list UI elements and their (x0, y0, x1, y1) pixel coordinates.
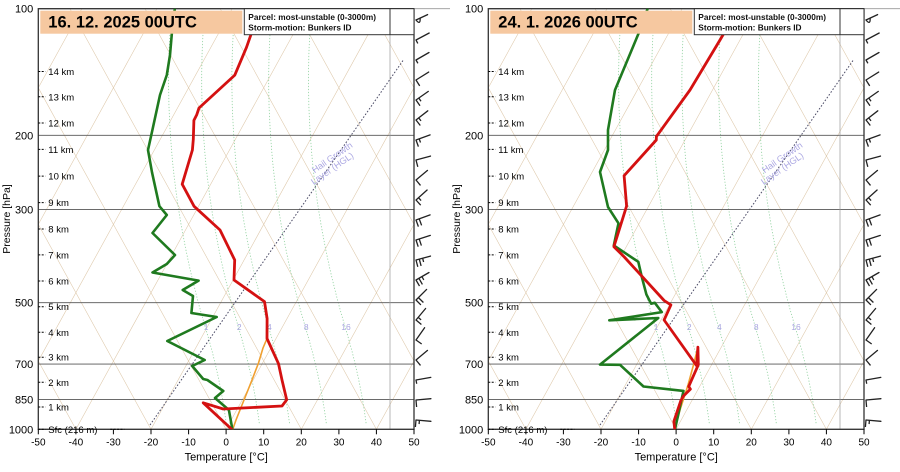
svg-text:1: 1 (654, 322, 659, 332)
svg-text:2 km: 2 km (48, 378, 69, 389)
svg-text:7 km: 7 km (498, 250, 519, 261)
svg-text:-40: -40 (69, 437, 84, 448)
svg-text:Parcel: most-unstable (0-3000m: Parcel: most-unstable (0-3000m) (248, 12, 376, 22)
svg-text:1000: 1000 (9, 424, 33, 436)
svg-text:12 km: 12 km (498, 119, 524, 130)
svg-text:Storm-motion: Bunkers ID: Storm-motion: Bunkers ID (698, 23, 801, 33)
svg-text:-40: -40 (519, 437, 534, 448)
svg-text:1000: 1000 (459, 424, 483, 436)
svg-text:200: 200 (15, 130, 33, 142)
svg-text:Storm-motion: Bunkers ID: Storm-motion: Bunkers ID (248, 23, 351, 33)
svg-text:30: 30 (783, 437, 795, 448)
svg-text:Sfc (216 m): Sfc (216 m) (48, 425, 97, 436)
svg-text:0: 0 (673, 437, 679, 448)
svg-text:1 km: 1 km (48, 403, 69, 414)
svg-text:4 km: 4 km (48, 328, 69, 339)
svg-text:3 km: 3 km (498, 353, 519, 364)
svg-text:Pressure [hPa]: Pressure [hPa] (451, 184, 463, 254)
svg-text:700: 700 (15, 359, 33, 371)
svg-text:12 km: 12 km (48, 119, 74, 130)
svg-text:Temperature [°C]: Temperature [°C] (635, 451, 718, 463)
svg-text:0: 0 (223, 437, 229, 448)
svg-text:11 km: 11 km (498, 145, 523, 156)
svg-text:700: 700 (465, 359, 483, 371)
svg-text:-30: -30 (556, 437, 571, 448)
svg-text:100: 100 (465, 4, 483, 16)
svg-text:4: 4 (717, 322, 722, 332)
svg-text:16: 16 (341, 322, 351, 332)
svg-text:850: 850 (465, 395, 483, 407)
svg-text:9 km: 9 km (48, 198, 69, 209)
svg-text:20: 20 (296, 437, 308, 448)
svg-text:-20: -20 (594, 437, 609, 448)
svg-text:-50: -50 (31, 437, 46, 448)
svg-text:40: 40 (371, 437, 383, 448)
svg-text:-50: -50 (481, 437, 496, 448)
svg-text:4 km: 4 km (498, 328, 519, 339)
svg-text:2: 2 (237, 322, 242, 332)
svg-text:Temperature [°C]: Temperature [°C] (185, 451, 268, 463)
svg-text:30: 30 (333, 437, 345, 448)
svg-text:10: 10 (258, 437, 270, 448)
svg-text:11 km: 11 km (48, 145, 73, 156)
svg-text:3 km: 3 km (48, 353, 69, 364)
svg-text:50: 50 (408, 437, 420, 448)
svg-text:13 km: 13 km (48, 92, 74, 103)
svg-text:8 km: 8 km (48, 225, 69, 236)
svg-text:20: 20 (746, 437, 758, 448)
svg-text:1 km: 1 km (498, 403, 519, 414)
svg-text:2 km: 2 km (498, 378, 519, 389)
svg-text:10 km: 10 km (48, 172, 74, 183)
svg-text:-10: -10 (631, 437, 646, 448)
svg-text:40: 40 (821, 437, 833, 448)
svg-text:14 km: 14 km (48, 67, 74, 78)
svg-text:200: 200 (465, 130, 483, 142)
svg-text:300: 300 (15, 204, 33, 216)
svg-text:-10: -10 (181, 437, 196, 448)
svg-text:8: 8 (304, 322, 309, 332)
svg-text:850: 850 (15, 395, 33, 407)
svg-text:8: 8 (754, 322, 759, 332)
svg-text:Sfc (216 m): Sfc (216 m) (498, 425, 547, 436)
svg-text:16: 16 (791, 322, 801, 332)
svg-text:24. 1. 2026 00UTC: 24. 1. 2026 00UTC (498, 14, 638, 32)
svg-text:-30: -30 (106, 437, 121, 448)
svg-text:14 km: 14 km (498, 67, 524, 78)
svg-text:500: 500 (465, 298, 483, 310)
svg-text:50: 50 (858, 437, 870, 448)
svg-text:5 km: 5 km (48, 302, 69, 313)
svg-text:Pressure [hPa]: Pressure [hPa] (1, 184, 13, 254)
svg-text:10 km: 10 km (498, 172, 524, 183)
svg-text:6 km: 6 km (48, 277, 69, 288)
svg-text:9 km: 9 km (498, 198, 519, 209)
svg-text:500: 500 (15, 298, 33, 310)
svg-text:5 km: 5 km (498, 302, 519, 313)
svg-text:6 km: 6 km (498, 277, 519, 288)
svg-text:10: 10 (708, 437, 720, 448)
svg-text:8 km: 8 km (498, 225, 519, 236)
svg-text:100: 100 (15, 4, 33, 16)
svg-text:300: 300 (465, 204, 483, 216)
svg-text:16. 12. 2025 00UTC: 16. 12. 2025 00UTC (48, 14, 197, 32)
svg-text:13 km: 13 km (498, 92, 524, 103)
svg-text:-20: -20 (144, 437, 159, 448)
svg-text:Parcel: most-unstable (0-3000m: Parcel: most-unstable (0-3000m) (698, 12, 826, 22)
svg-text:2: 2 (687, 322, 692, 332)
svg-text:7 km: 7 km (48, 250, 69, 261)
